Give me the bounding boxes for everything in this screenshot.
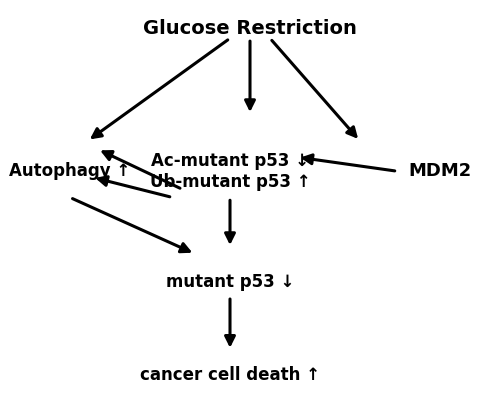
Text: mutant p53 ↓: mutant p53 ↓ <box>166 273 294 291</box>
Text: MDM2: MDM2 <box>408 162 472 180</box>
Text: Ac-mutant p53 ↓
Ub-mutant p53 ↑: Ac-mutant p53 ↓ Ub-mutant p53 ↑ <box>150 152 310 191</box>
Text: cancer cell death ↑: cancer cell death ↑ <box>140 366 320 384</box>
Text: Glucose Restriction: Glucose Restriction <box>143 19 357 38</box>
Text: Autophagy ↑: Autophagy ↑ <box>10 162 130 180</box>
